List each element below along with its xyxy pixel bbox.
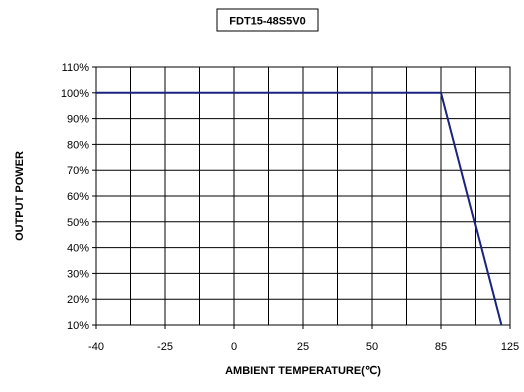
y-tick-label: 40% [67,243,89,255]
y-tick-label: 20% [67,294,89,306]
x-tick-label: 0 [231,341,237,353]
grid-lines [95,66,511,326]
x-axis-title: AMBIENT TEMPERATURE(℃) [225,365,381,377]
y-tick-label: 30% [67,268,89,280]
x-tick-label: 50 [366,341,378,353]
y-tick-label: 10% [67,320,89,332]
y-tick-label: 110% [62,62,90,74]
series-group [96,91,503,326]
chart-title-box: FDT15-48S5V0 [216,8,319,32]
x-tick-label: 85 [435,341,447,353]
y-tick-label: 90% [67,114,89,126]
x-tick-label: 25 [297,341,309,353]
y-tick-label: 100% [61,88,89,100]
x-tick-label: -25 [157,341,173,353]
x-tick-label: 125 [501,341,519,353]
y-tick-label: 70% [67,165,89,177]
series-line [96,91,503,326]
y-tick-label: 60% [67,191,89,203]
y-tick-label: 80% [67,139,89,151]
x-axis-ticks: -40 -25 0 25 50 85 125 [88,325,519,353]
y-axis-title: OUTPUT POWER [14,151,26,241]
x-tick-label: -40 [88,341,104,353]
y-axis-ticks: 10% 20% 30% 40% 50% 60% 70% 80% 90% 100% 110% [61,62,96,332]
y-tick-label: 50% [67,217,89,229]
chart-title: FDT15-48S5V0 [229,16,305,28]
